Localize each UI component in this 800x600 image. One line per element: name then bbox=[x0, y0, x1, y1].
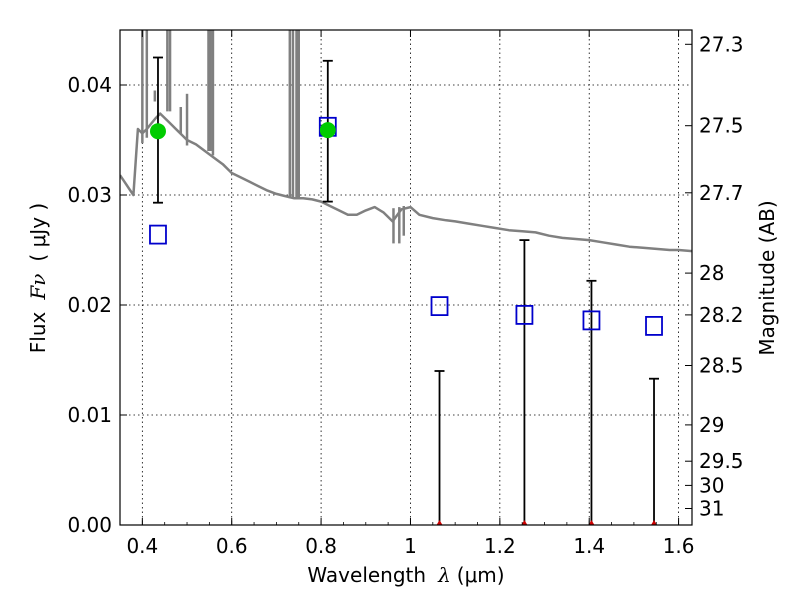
y2-tick-label: 27.5 bbox=[699, 114, 744, 138]
y2-tick-label: 28 bbox=[699, 261, 724, 285]
y2-tick-label: 29.5 bbox=[699, 449, 744, 473]
detection-point bbox=[319, 122, 336, 139]
x-tick-label: 1.4 bbox=[573, 534, 605, 558]
upper-limit-marker bbox=[651, 520, 658, 525]
y2-tick-label: 27.3 bbox=[699, 32, 744, 56]
ticks: 0.4 0.6 0.8 1 1.2 1.4 1.6 0.00 0.01 0.02 0.03 0.04 2… bbox=[67, 30, 744, 558]
y2-tick-label: 30 bbox=[699, 473, 724, 497]
upper-limit-marker bbox=[521, 520, 528, 525]
model-photometry-square bbox=[645, 315, 663, 336]
y2-tick-label: 27.7 bbox=[699, 181, 744, 205]
x-tick-label: 0.4 bbox=[126, 534, 158, 558]
y2-tick-label: 29 bbox=[699, 413, 724, 437]
upper-limit-marker bbox=[436, 520, 443, 525]
y2-axis-label: Magnitude (AB) bbox=[755, 200, 779, 355]
y2-tick-label: 28.5 bbox=[699, 354, 744, 378]
markers bbox=[149, 56, 663, 525]
x-tick-label: 0.8 bbox=[305, 534, 337, 558]
detection-point bbox=[149, 123, 166, 140]
sed-model-line bbox=[120, 112, 692, 253]
y2-tick-label: 28.2 bbox=[699, 303, 744, 327]
y-tick-label: 0.00 bbox=[67, 513, 112, 537]
x-axis-label: Wavelength λ (μm) bbox=[307, 563, 504, 587]
x-tick-label: 1.6 bbox=[663, 534, 695, 558]
x-tick-label: 1 bbox=[404, 534, 417, 558]
y-tick-label: 0.02 bbox=[67, 293, 112, 317]
model-photometry-square bbox=[149, 224, 167, 245]
y-axis-label: FluxFν( μJy ) bbox=[26, 203, 50, 353]
x-tick-label: 0.6 bbox=[216, 534, 248, 558]
y-tick-label: 0.04 bbox=[67, 73, 112, 97]
model-photometry-square bbox=[430, 296, 449, 317]
y2-tick-label: 31 bbox=[699, 497, 724, 521]
model-photometry-square bbox=[582, 310, 601, 331]
x-tick-label: 1.2 bbox=[484, 534, 516, 558]
plot-area bbox=[120, 30, 692, 253]
y-tick-label: 0.01 bbox=[67, 403, 112, 427]
upper-limit-marker bbox=[588, 520, 595, 525]
model-photometry-square bbox=[515, 304, 534, 325]
y-tick-label: 0.03 bbox=[67, 183, 112, 207]
plot-frame bbox=[119, 29, 693, 526]
